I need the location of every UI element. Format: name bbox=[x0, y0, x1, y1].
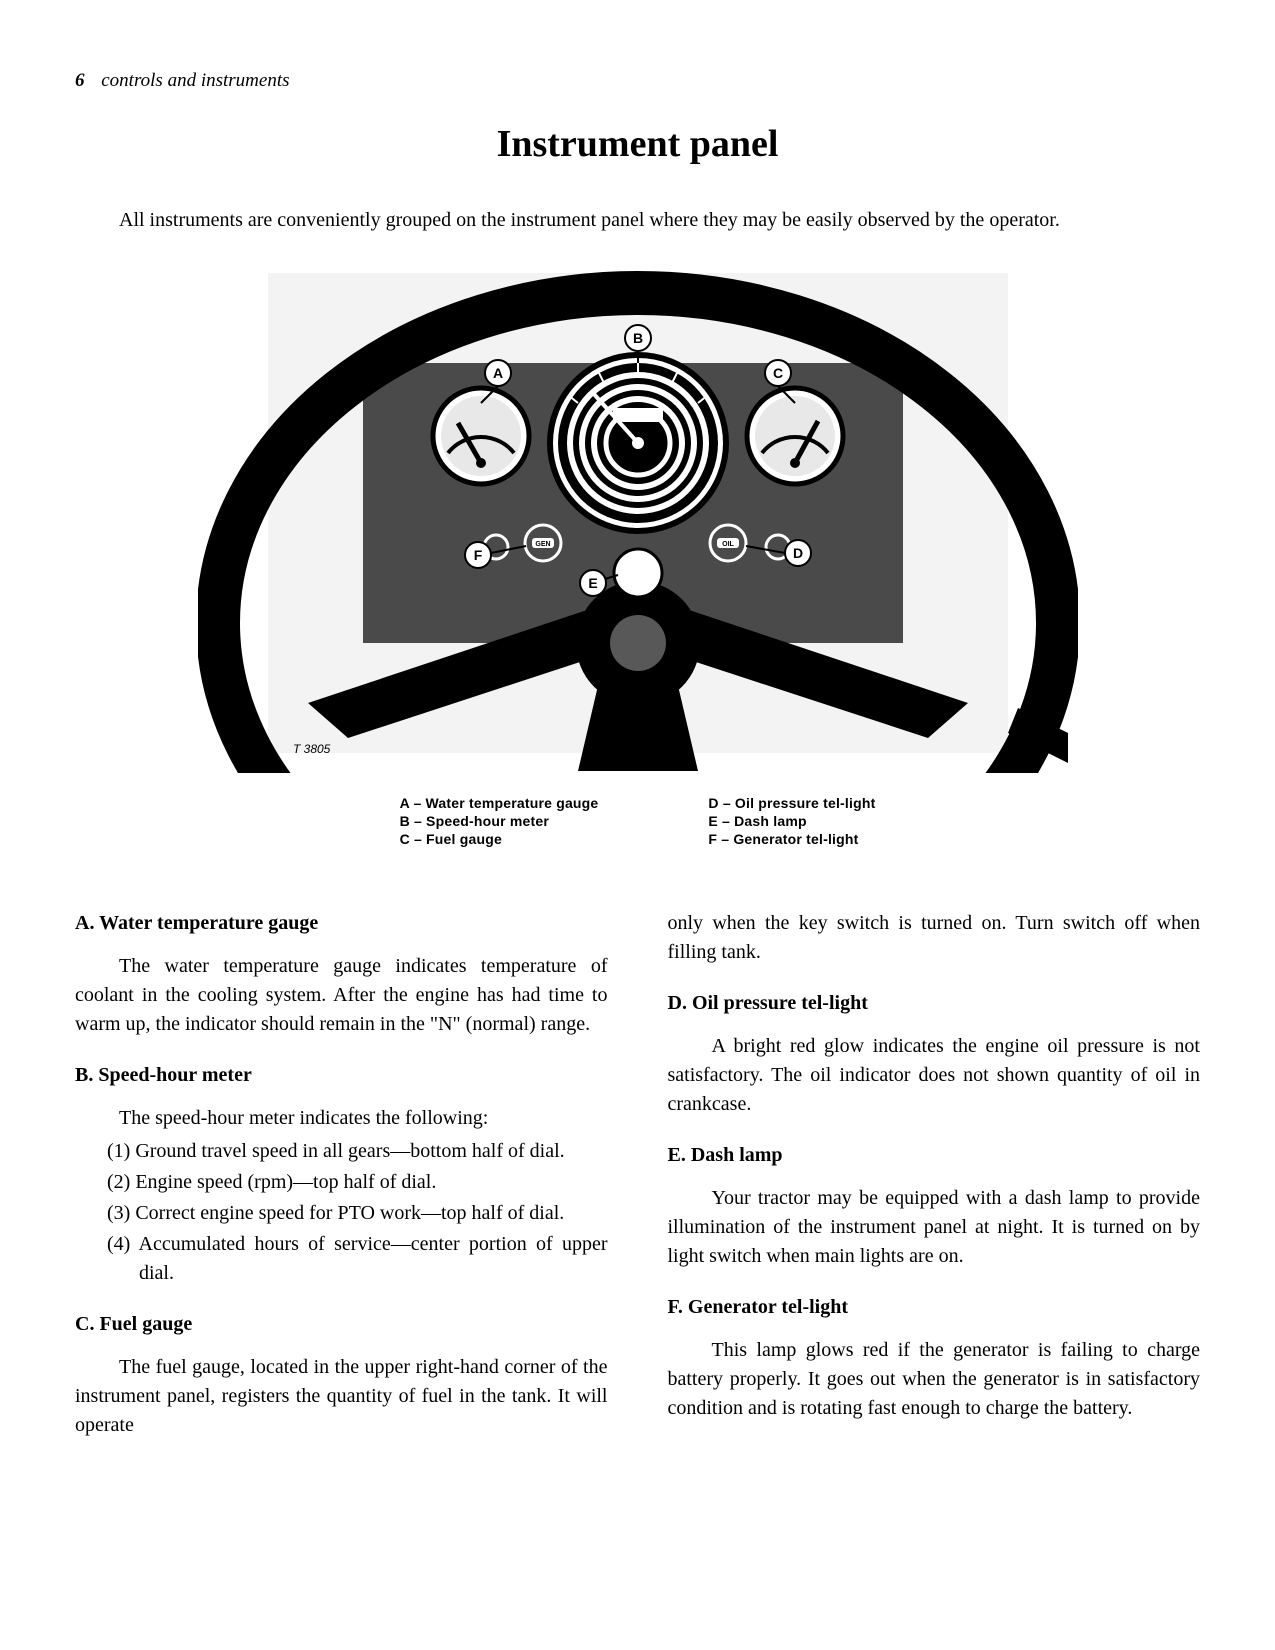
legend-item: F – Generator tel-light bbox=[708, 831, 875, 847]
legend-item: B – Speed-hour meter bbox=[400, 813, 599, 829]
legend-col-left: A – Water temperature gauge B – Speed-ho… bbox=[400, 793, 599, 849]
legend-item: C – Fuel gauge bbox=[400, 831, 599, 847]
figure-legend: A – Water temperature gauge B – Speed-ho… bbox=[75, 793, 1200, 849]
intro-paragraph: All instruments are conveniently grouped… bbox=[75, 206, 1200, 235]
right-column: only when the key switch is turned on. T… bbox=[668, 909, 1201, 1444]
list-item: (1) Ground travel speed in all gears—bot… bbox=[75, 1137, 608, 1166]
section-lead-b: The speed-hour meter indicates the follo… bbox=[75, 1104, 608, 1133]
section-heading-b: B. Speed-hour meter bbox=[75, 1061, 608, 1090]
section-heading-e: E. Dash lamp bbox=[668, 1141, 1201, 1170]
section-heading-f: F. Generator tel-light bbox=[668, 1293, 1201, 1322]
svg-text:C: C bbox=[772, 365, 782, 381]
section-heading-d: D. Oil pressure tel-light bbox=[668, 989, 1201, 1018]
legend-item: E – Dash lamp bbox=[708, 813, 875, 829]
svg-text:D: D bbox=[792, 545, 802, 561]
left-column: A. Water temperature gauge The water tem… bbox=[75, 909, 608, 1444]
list-item: (2) Engine speed (rpm)—top half of dial. bbox=[75, 1168, 608, 1197]
section-heading-a: A. Water temperature gauge bbox=[75, 909, 608, 938]
svg-text:OIL: OIL bbox=[722, 541, 734, 548]
list-item: (3) Correct engine speed for PTO work—to… bbox=[75, 1199, 608, 1228]
legend-item: D – Oil pressure tel-light bbox=[708, 795, 875, 811]
svg-text:A: A bbox=[492, 365, 502, 381]
instrument-panel-svg: GEN OIL A B C D bbox=[198, 263, 1078, 773]
page-number: 6 bbox=[75, 70, 85, 91]
page-title: Instrument panel bbox=[75, 122, 1200, 166]
legend-item: A – Water temperature gauge bbox=[400, 795, 599, 811]
section-body-f: This lamp glows red if the generator is … bbox=[668, 1336, 1201, 1423]
section-body-c: The fuel gauge, located in the upper rig… bbox=[75, 1353, 608, 1440]
body-columns: A. Water temperature gauge The water tem… bbox=[75, 909, 1200, 1444]
svg-text:E: E bbox=[588, 575, 597, 591]
svg-text:F: F bbox=[473, 547, 482, 563]
section-heading-c: C. Fuel gauge bbox=[75, 1310, 608, 1339]
section-body-a: The water temperature gauge indicates te… bbox=[75, 952, 608, 1039]
list-item: (4) Accumulated hours of service—center … bbox=[75, 1230, 608, 1288]
section-body-d: A bright red glow indicates the engine o… bbox=[668, 1032, 1201, 1119]
page-header: 6 controls and instruments bbox=[75, 70, 1200, 92]
section-body-e: Your tractor may be equipped with a dash… bbox=[668, 1184, 1201, 1271]
section-name: controls and instruments bbox=[101, 70, 289, 91]
legend-col-right: D – Oil pressure tel-light E – Dash lamp… bbox=[708, 793, 875, 849]
svg-text:GEN: GEN bbox=[535, 541, 550, 548]
section-body-c-cont: only when the key switch is turned on. T… bbox=[668, 909, 1201, 967]
instrument-panel-figure: GEN OIL A B C D bbox=[198, 263, 1078, 773]
svg-text:T 3805: T 3805 bbox=[293, 742, 331, 756]
svg-text:B: B bbox=[632, 330, 642, 346]
